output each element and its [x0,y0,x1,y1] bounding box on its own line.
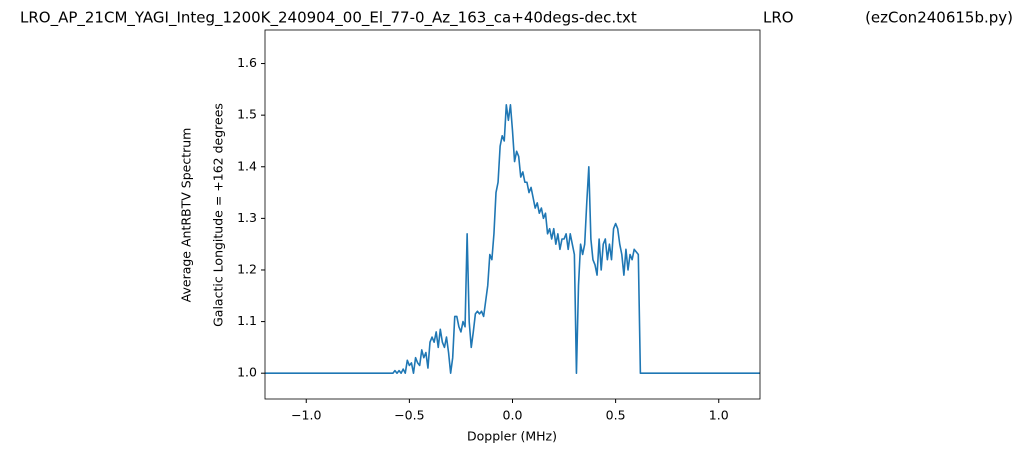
chart-title: LRO_AP_21CM_YAGI_Integ_1200K_240904_00_E… [20,9,637,28]
x-axis-label: Doppler (MHz) [467,429,557,444]
chart-title-right: (ezCon240615b.py) [865,9,1013,27]
y-tick-label: 1.2 [237,261,257,276]
x-tick-label: −1.0 [291,408,321,423]
y-tick-label: 1.5 [237,107,257,122]
plot-frame [264,29,761,400]
y-tick-label: 1.4 [237,158,257,173]
y-tick-label: 1.0 [237,365,257,380]
x-tick-label: 1.0 [709,408,729,423]
data-line [265,104,760,374]
y-axis-label: Galactic Longitude = +162 degrees [211,103,226,327]
x-tick-label: 0.5 [606,408,626,423]
x-tick-label: −0.5 [394,408,424,423]
y-tick-label: 1.3 [237,210,257,225]
y-tick-label: 1.6 [237,55,257,70]
y-axis-label: Average AntRBTV Spectrum [179,128,194,303]
y-tick-label: 1.1 [237,313,257,328]
chart-title-center: LRO [763,9,794,27]
x-tick-label: 0.0 [503,408,523,423]
